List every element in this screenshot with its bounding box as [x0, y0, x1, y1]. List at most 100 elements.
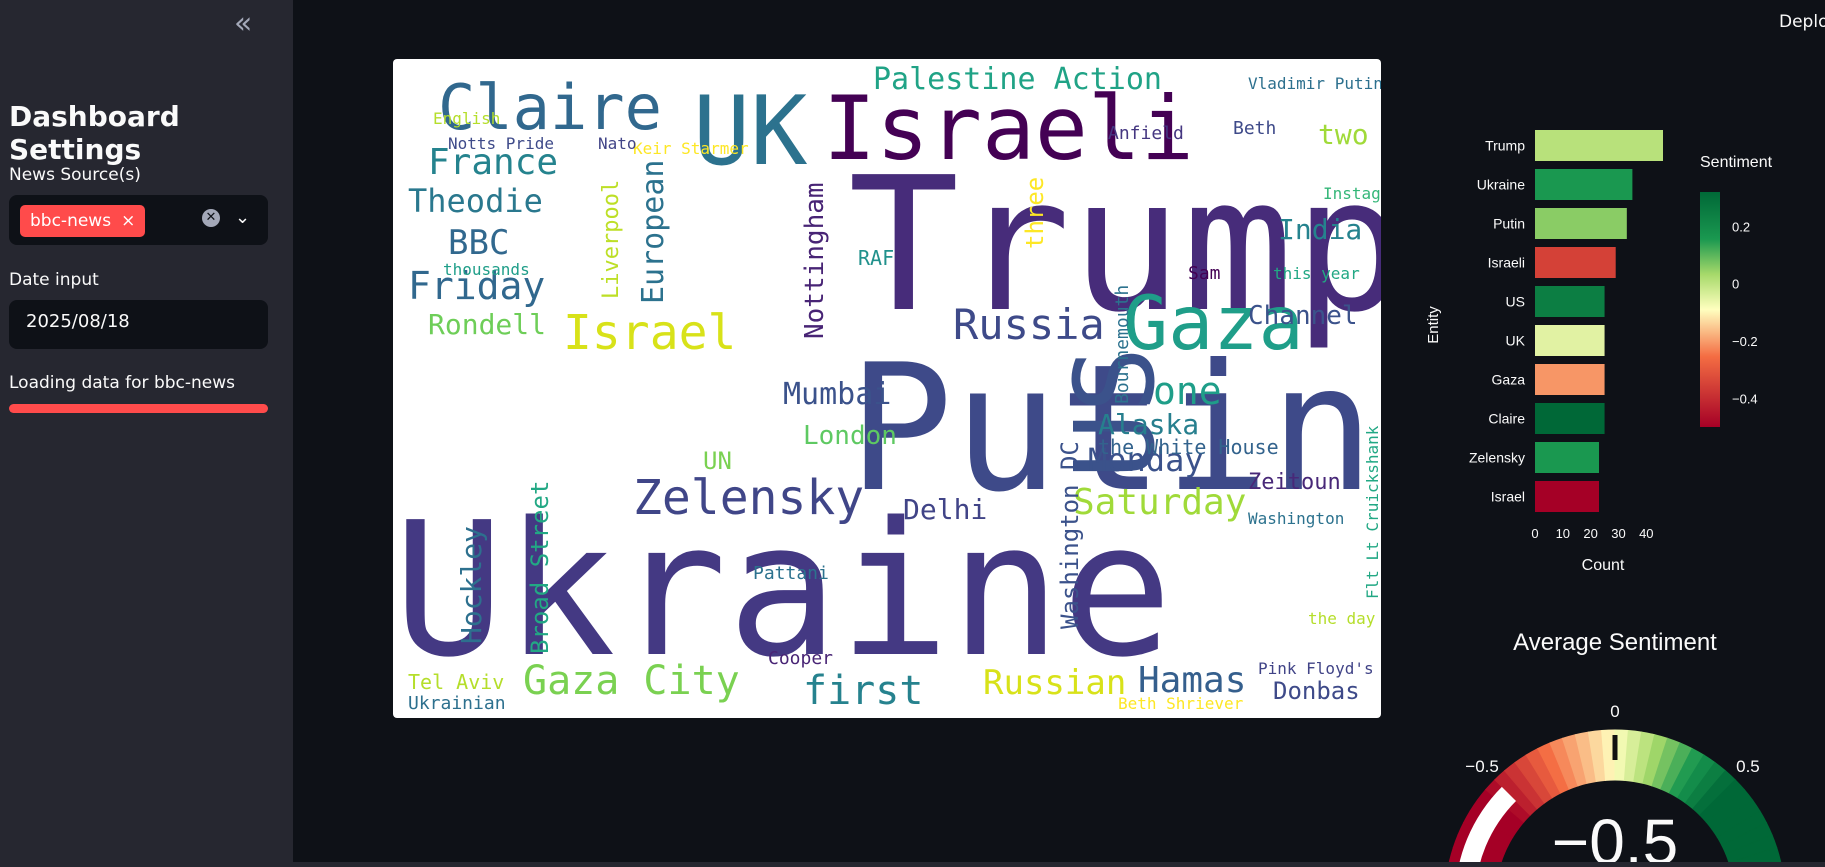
- word-cloud-word: US: [1051, 347, 1179, 479]
- y-axis-label: Entity: [1425, 306, 1442, 344]
- word-cloud-word: Zelensky: [633, 470, 864, 526]
- word-cloud-word: Beth: [1233, 118, 1276, 139]
- bottom-divider: [293, 862, 1825, 867]
- word-cloud-word: Washington: [1248, 509, 1344, 528]
- word-cloud-word: Theodie: [408, 182, 543, 220]
- entity-tick-label: Putin: [1493, 216, 1525, 232]
- date-input[interactable]: [24, 310, 248, 333]
- remove-tag-icon[interactable]: ×: [121, 211, 136, 231]
- legend-tick-label: −0.4: [1732, 391, 1758, 406]
- entity-tick-label: Zelensky: [1469, 450, 1525, 466]
- entity-tick-label: US: [1506, 294, 1525, 310]
- word-cloud-word: Bournemouth: [1112, 285, 1133, 404]
- word-cloud-word: Hamas: [1138, 660, 1246, 701]
- word-cloud-word: Zeitoun: [1248, 470, 1341, 495]
- collapse-sidebar-icon[interactable]: «: [234, 6, 253, 41]
- sidebar-title: Dashboard Settings: [9, 100, 180, 166]
- word-cloud-word: this year: [1273, 264, 1360, 283]
- word-cloud-word: first: [803, 668, 923, 714]
- entity-tick-label: Israeli: [1488, 255, 1525, 271]
- average-sentiment-gauge: Average Sentiment −0.5 0 0.5 −0.5: [1430, 630, 1800, 867]
- sidebar: « Dashboard Settings News Source(s) bbc-…: [0, 0, 293, 867]
- entity-bar[interactable]: [1535, 169, 1633, 200]
- word-cloud-word: Pattani: [753, 563, 829, 584]
- entity-bar[interactable]: [1535, 208, 1627, 239]
- entity-bar[interactable]: [1535, 364, 1605, 395]
- count-tick-label: 10: [1556, 526, 1570, 541]
- sentiment-colorbar: [1700, 192, 1720, 427]
- word-cloud-word: Claire: [438, 71, 662, 144]
- word-cloud-word: European: [636, 160, 671, 305]
- legend-tick-label: 0: [1732, 277, 1739, 292]
- chevron-down-icon[interactable]: ⌄: [235, 207, 251, 228]
- gauge-title: Average Sentiment: [1513, 630, 1717, 656]
- word-cloud-word: RAF: [858, 246, 894, 270]
- word-cloud-word: Tel Aviv: [408, 670, 504, 694]
- date-label: Date input: [9, 270, 99, 290]
- entity-tick-label: Israel: [1491, 489, 1525, 505]
- word-cloud-word: Beth Shriever: [1118, 694, 1244, 713]
- word-cloud-word: Instagram: [1323, 184, 1381, 203]
- entity-bar[interactable]: [1535, 286, 1605, 317]
- entity-bar[interactable]: [1535, 130, 1663, 161]
- progress-bar: [9, 404, 268, 413]
- word-cloud-word: Channel: [1248, 301, 1358, 331]
- word-cloud-word: Israel: [563, 305, 736, 361]
- count-tick-label: 0: [1531, 526, 1538, 541]
- word-cloud-word: Israeli: [823, 77, 1194, 180]
- entity-bar[interactable]: [1535, 247, 1616, 278]
- word-cloud-word: Ukraine: [393, 482, 1173, 698]
- entity-bar[interactable]: [1535, 442, 1599, 473]
- word-cloud-word: Saturday: [1073, 482, 1246, 523]
- word-cloud-word: Keir Starmer: [633, 139, 749, 158]
- entity-bar[interactable]: [1535, 403, 1605, 434]
- x-axis-label: Count: [1582, 557, 1625, 574]
- word-cloud-word: Nato: [598, 134, 637, 153]
- word-cloud-word: London: [803, 421, 897, 451]
- word-cloud-word: Washington DC: [1056, 441, 1084, 629]
- word-cloud-word: the White House: [1098, 435, 1279, 459]
- gauge-value: −0.5: [1552, 806, 1678, 867]
- word-cloud-word: the day: [1308, 609, 1376, 628]
- entity-tick-label: Claire: [1488, 411, 1525, 427]
- clear-icon[interactable]: ✕: [202, 209, 220, 227]
- word-cloud-word: Anfield: [1108, 123, 1184, 144]
- gauge-tick-label: 0: [1610, 702, 1619, 721]
- word-cloud-word: Gaza City: [523, 658, 740, 704]
- word-cloud-word: Trump: [848, 137, 1381, 353]
- word-cloud-word: India: [1278, 213, 1362, 246]
- word-cloud-word: Notts Pride: [448, 134, 554, 153]
- word-cloud-word: Gaza: [1123, 279, 1304, 367]
- word-cloud-word: Russia: [953, 300, 1105, 349]
- word-cloud-word: Russian: [983, 663, 1126, 703]
- word-cloud-word: Pink Floyd's: [1258, 659, 1374, 678]
- entity-sentiment-chart: Trump Ukraine Putin Israeli US UK Gaza Claire Ze…: [1400, 125, 1780, 595]
- entity-bar[interactable]: [1535, 481, 1599, 512]
- word-cloud-word: Delhi: [903, 493, 987, 526]
- word-cloud-word: Liverpool: [599, 180, 624, 299]
- date-input-box[interactable]: [9, 300, 268, 349]
- count-tick-label: 40: [1639, 526, 1653, 541]
- entity-tick-label: Trump: [1485, 138, 1525, 154]
- word-cloud-word: Vladimir Putin: [1248, 74, 1381, 93]
- word-cloud-word: Putin: [848, 328, 1375, 531]
- entity-tick-label: UK: [1506, 333, 1526, 349]
- word-cloud-word: three: [1021, 177, 1049, 249]
- source-tag[interactable]: bbc-news ×: [20, 205, 146, 237]
- deploy-button[interactable]: Deploy: [1779, 12, 1825, 32]
- word-cloud-word: UK: [693, 77, 807, 187]
- entity-tick-label: Gaza: [1492, 372, 1526, 388]
- legend-tick-label: 0.2: [1732, 219, 1750, 234]
- news-source-multiselect[interactable]: bbc-news × ✕ ⌄: [9, 195, 268, 245]
- legend-tick-label: −0.2: [1732, 334, 1758, 349]
- news-source-label: News Source(s): [9, 165, 141, 185]
- word-cloud-word: two: [1318, 118, 1369, 151]
- gauge-tick-label: −0.5: [1465, 757, 1499, 776]
- word-cloud-word: France: [428, 142, 558, 183]
- word-cloud-word: Broad Street: [526, 481, 554, 654]
- word-cloud-word: Donbas: [1273, 677, 1360, 705]
- word-cloud-word: Alaska: [1098, 408, 1199, 441]
- entity-tick-label: Ukraine: [1477, 177, 1525, 193]
- word-cloud-word: Flt Lt Cruickshank: [1363, 425, 1381, 599]
- entity-bar[interactable]: [1535, 325, 1605, 356]
